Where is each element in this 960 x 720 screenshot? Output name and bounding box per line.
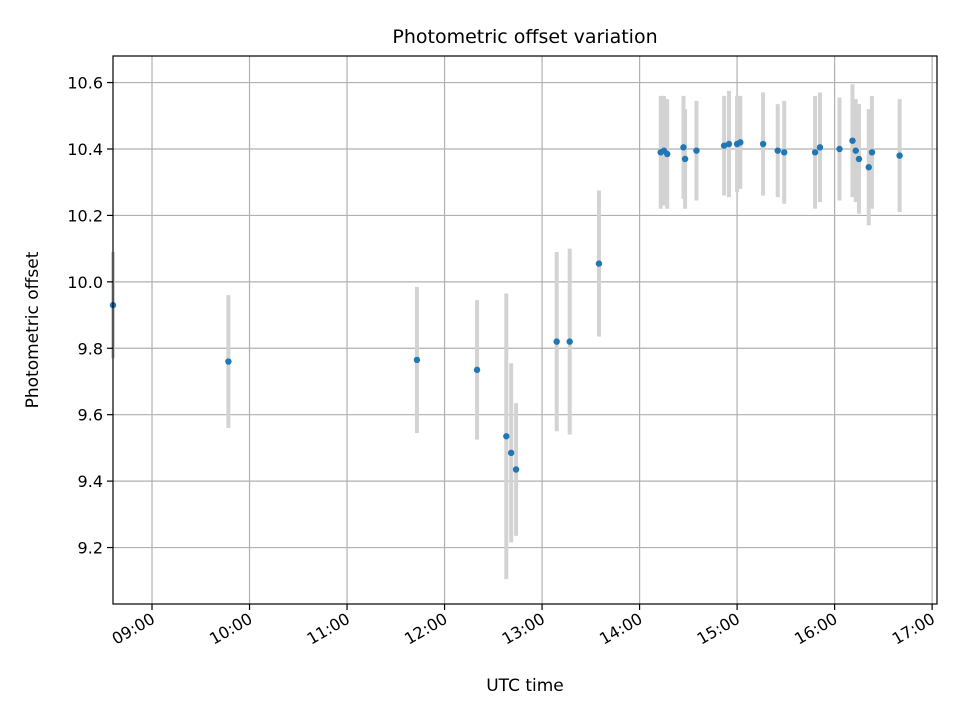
y-tick-label: 9.6 bbox=[78, 406, 103, 425]
data-point bbox=[868, 149, 876, 156]
plot-frame bbox=[112, 55, 938, 605]
y-tick-label: 9.8 bbox=[78, 339, 103, 358]
data-point bbox=[681, 155, 689, 163]
y-tick-label: 10.6 bbox=[67, 74, 103, 93]
data-point bbox=[413, 356, 421, 364]
data-point bbox=[737, 139, 744, 146]
y-tick-label: 10.0 bbox=[67, 273, 103, 292]
data-point bbox=[836, 145, 843, 153]
data-point bbox=[507, 449, 515, 457]
grid bbox=[113, 56, 937, 604]
data-point bbox=[852, 147, 859, 154]
data-point bbox=[664, 150, 671, 158]
data-point bbox=[811, 149, 819, 156]
data-point bbox=[225, 358, 232, 365]
data-point bbox=[720, 142, 728, 149]
data-point bbox=[512, 466, 520, 473]
y-tick-label: 9.2 bbox=[78, 539, 103, 558]
data-point bbox=[693, 147, 700, 154]
data-point bbox=[595, 260, 603, 267]
data-point bbox=[759, 140, 767, 148]
x-axis-label: UTC time bbox=[486, 676, 564, 696]
data-point bbox=[896, 152, 903, 159]
y-axis-ticks: 9.2 9.4 9.6 9.8 10.0 10.2 10.4 10.6 bbox=[67, 74, 113, 558]
chart-title: Photometric offset variation bbox=[392, 26, 657, 48]
y-axis-label: Photometric offset bbox=[23, 251, 43, 408]
data-point bbox=[566, 338, 573, 345]
data-point bbox=[680, 144, 687, 151]
y-tick-label: 10.4 bbox=[67, 140, 103, 159]
data-point bbox=[816, 144, 824, 151]
data-point bbox=[865, 164, 872, 171]
data-point bbox=[725, 140, 733, 148]
data-point bbox=[849, 137, 856, 144]
data-point bbox=[553, 338, 560, 345]
y-tick-label: 10.2 bbox=[67, 206, 103, 225]
data-point bbox=[473, 366, 481, 374]
y-tick-label: 9.4 bbox=[78, 472, 103, 491]
data-point bbox=[855, 155, 863, 163]
data-point bbox=[781, 149, 788, 156]
data-point bbox=[774, 147, 781, 154]
data-point bbox=[503, 433, 510, 440]
data-points bbox=[109, 137, 903, 473]
